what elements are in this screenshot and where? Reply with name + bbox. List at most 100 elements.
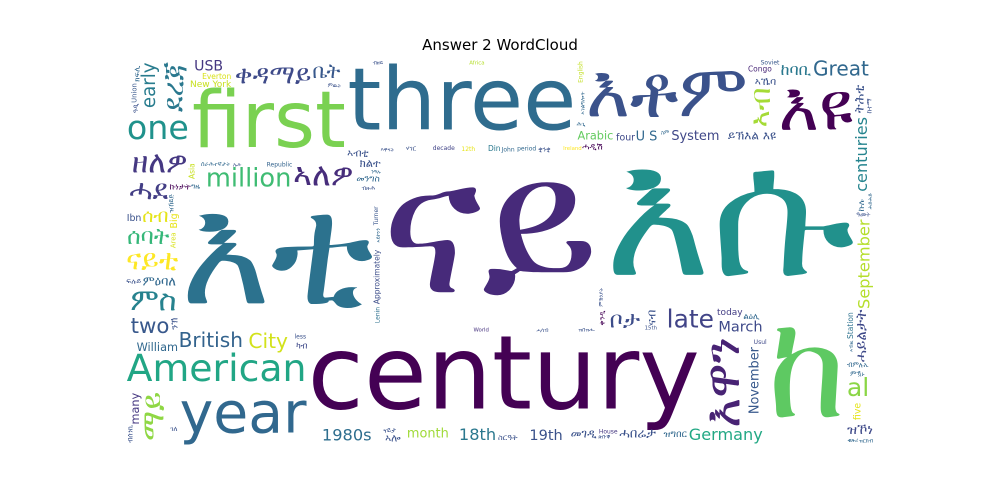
word: ክልተ [360,157,381,170]
word: ኣይኮነን [376,228,382,243]
chart-title: Answer 2 WordCloud [422,36,578,54]
word: ዝኸይድ [168,194,176,213]
word: British [179,328,243,352]
word: መገዲ [571,426,597,440]
word: ዝኾነ [847,422,873,438]
word: New York [190,80,232,90]
word: ስርዓት [498,432,518,442]
word: century [308,314,700,433]
word: House [599,428,618,435]
word: March [718,320,762,336]
word: ኣሎ [385,433,400,445]
word: ዓዲ [132,103,140,113]
word: Approximately [372,249,381,304]
word: እዩ [779,68,853,147]
word: five [853,403,864,420]
word: Turner [373,206,380,226]
word: Big [169,213,180,228]
word: ሕጊ [577,121,586,128]
word: 1980s [322,425,372,444]
word: Area [170,232,178,248]
word: ሓይልታት [852,310,870,363]
word: American [127,346,307,390]
word: two [131,314,170,339]
word: ሓዲሽ [582,142,603,152]
word: ምስ [130,284,176,319]
word: እዋናት [381,147,395,153]
word: ኣገልግሎት [580,92,587,115]
word: ሰባት [127,224,170,250]
word: Station [846,312,855,339]
word: እዋን [692,337,751,428]
word: ዘለዎ [132,145,188,180]
word: ዝርከብ [859,439,874,445]
word: ካብ [296,341,307,351]
word: ኣለዎ [293,155,353,193]
word: ከተማ [865,98,873,113]
word: ብሰንኪ [127,424,135,443]
word: English [577,61,584,83]
word: million [206,164,292,194]
word: ኣኼባ [755,76,776,88]
word: ሰራሕተኛታት [201,161,230,168]
word: ኢሉ [233,162,241,168]
word: ሰብ [142,205,168,227]
word: many [129,392,142,424]
word: ምዕባለ [143,274,177,289]
word: ኣብዚ [849,340,855,351]
word: Soviet [761,59,780,66]
word: ሓሳብ [537,328,550,334]
word: Germany [689,425,763,444]
word: ከባቢ [781,60,812,79]
word: ብምሉኡ [847,361,869,369]
word: ቋንቋ [538,145,551,153]
word: Usul [754,339,767,346]
word: ደረጃ [157,62,190,112]
word: ይኽእል እዩ [728,128,776,142]
word: first [192,74,346,166]
word: Ibn [127,213,142,224]
word: ዓመት [856,211,871,219]
word: ብዙሕ [361,185,375,192]
word: ኣብቲ [347,147,369,159]
word: ኣብ [743,88,777,128]
word: Everton [202,72,231,81]
word: year [180,380,308,446]
word: መንግስ [356,174,379,184]
word: Asia [188,163,197,179]
word: Din [488,144,501,153]
word: ሓደ [129,174,168,207]
word: November [747,346,762,414]
word: World [474,328,489,334]
word: 19th [529,428,562,444]
word: ዝግበር [664,429,688,440]
word: month [407,426,449,441]
word: 18th [459,425,496,444]
word: ሓበሬታ [619,426,656,441]
word: ሃገር [406,144,417,152]
word: ስም [661,131,669,137]
word: less [294,333,306,340]
word: ቁጽሪ [847,438,858,444]
word: Lenin [375,307,382,323]
word: ትሕቲ [853,85,868,114]
word: Africa [469,60,484,66]
word: City [248,329,288,353]
word: ከ [767,284,847,452]
word: Congo [748,64,772,73]
word: System [671,129,719,144]
word: Union [131,83,139,103]
word: ማይ [136,392,172,441]
word: ቀዳማይ [235,59,312,90]
word: 15th [645,326,657,332]
word: three [347,50,576,150]
word: Arabic [577,129,613,142]
word: ሕድሕድ [868,193,874,210]
word: al [847,373,869,402]
word: እቲ [180,162,373,340]
word: Great [813,56,869,80]
word: early [139,62,160,108]
word: 12th [461,146,475,153]
word: ቤት [312,59,340,83]
word: ኩሉ [857,198,867,211]
